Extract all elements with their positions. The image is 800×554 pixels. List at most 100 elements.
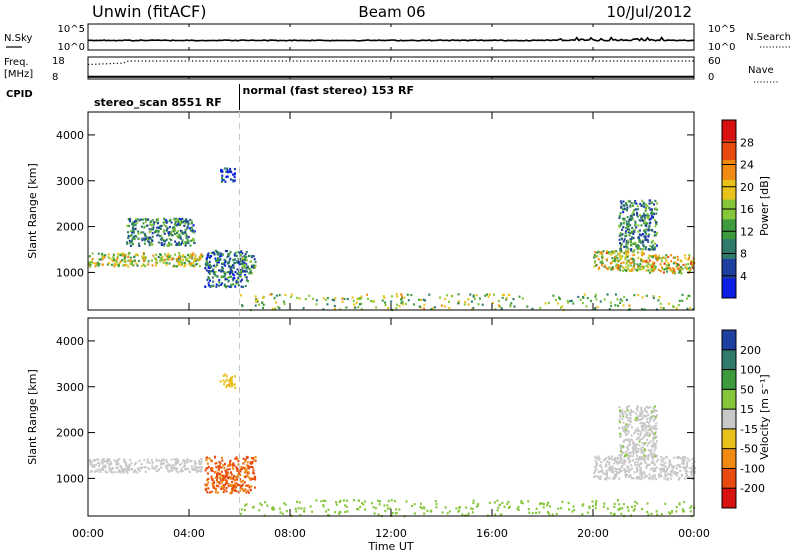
data-point: [473, 297, 476, 300]
data-point: [234, 386, 237, 389]
data-point: [610, 266, 613, 269]
data-point: [634, 222, 637, 225]
data-point: [155, 465, 158, 468]
data-point: [407, 299, 410, 302]
data-point: [229, 476, 232, 479]
data-point: [656, 258, 659, 261]
data-point: [338, 511, 341, 514]
data-point: [640, 469, 643, 472]
data-point: [637, 256, 640, 259]
data-point: [247, 484, 250, 487]
data-point: [582, 296, 585, 299]
data-point: [91, 257, 94, 260]
data-point: [244, 257, 247, 260]
data-point: [256, 300, 259, 303]
data-point: [662, 271, 665, 274]
data-point: [620, 458, 623, 461]
data-point: [290, 293, 293, 296]
data-point: [247, 465, 250, 469]
data-point: [235, 456, 238, 459]
data-point: [117, 264, 120, 268]
data-point: [137, 230, 140, 233]
data-point: [612, 267, 615, 271]
data-point: [237, 468, 240, 471]
data-point: [594, 475, 597, 478]
data-point: [650, 214, 653, 217]
data-point: [639, 438, 642, 441]
data-point: [655, 212, 658, 215]
data-point: [645, 260, 647, 263]
data-point: [610, 466, 613, 469]
data-point: [236, 272, 239, 275]
data-point: [224, 264, 227, 267]
data-point: [390, 300, 393, 303]
data-point: [601, 254, 604, 257]
data-point: [233, 489, 235, 492]
data-point: [655, 208, 658, 211]
data-point: [199, 462, 202, 466]
data-point: [205, 456, 208, 459]
data-point: [650, 245, 653, 249]
data-point: [218, 269, 220, 272]
data-point: [163, 224, 166, 227]
data-point: [222, 374, 225, 377]
data-point: [689, 470, 692, 473]
data-point: [344, 504, 347, 507]
data-point: [667, 477, 669, 480]
data-point: [648, 206, 651, 210]
data-point: [129, 458, 132, 462]
data-point: [190, 219, 193, 223]
data-point: [230, 385, 233, 388]
data-point: [594, 507, 597, 510]
data-point: [183, 224, 186, 227]
colorbar-tick-label: 24: [740, 159, 754, 172]
data-point: [486, 293, 489, 296]
data-point: [626, 409, 629, 412]
data-point: [641, 507, 644, 511]
data-point: [218, 481, 220, 484]
data-point: [129, 262, 132, 265]
data-point: [298, 501, 301, 504]
data-point: [663, 268, 666, 271]
data-point: [621, 238, 624, 241]
data-point: [648, 233, 651, 236]
data-point: [418, 298, 421, 301]
data-point: [646, 510, 649, 514]
data-point: [630, 239, 632, 242]
data-point: [623, 459, 626, 462]
data-point: [639, 262, 642, 265]
data-point: [237, 281, 240, 284]
data-point: [353, 303, 356, 306]
data-point: [646, 425, 649, 428]
data-point: [211, 467, 214, 470]
data-point: [640, 418, 643, 421]
data-point: [642, 201, 645, 204]
data-point: [243, 255, 246, 258]
data-point: [667, 267, 670, 270]
data-point: [654, 432, 657, 435]
data-point: [521, 297, 524, 300]
data-point: [189, 229, 192, 232]
data-point: [676, 258, 679, 261]
data-point: [555, 512, 558, 516]
data-point: [651, 229, 654, 232]
data-point: [641, 411, 644, 414]
data-point: [611, 455, 613, 458]
data-point: [89, 263, 92, 266]
data-point: [619, 455, 622, 458]
data-point: [146, 458, 149, 461]
data-point: [170, 458, 173, 461]
data-point: [621, 466, 623, 469]
data-point: [690, 262, 692, 265]
data-point: [571, 510, 574, 513]
data-point: [610, 512, 612, 515]
data-point: [624, 232, 627, 235]
data-point: [229, 484, 232, 487]
data-point: [594, 255, 597, 258]
colorbar-tick-label: -200: [740, 482, 765, 495]
data-point: [610, 253, 613, 256]
data-point: [226, 384, 229, 387]
data-point: [598, 266, 601, 269]
data-point: [173, 218, 176, 221]
data-point: [628, 441, 631, 444]
